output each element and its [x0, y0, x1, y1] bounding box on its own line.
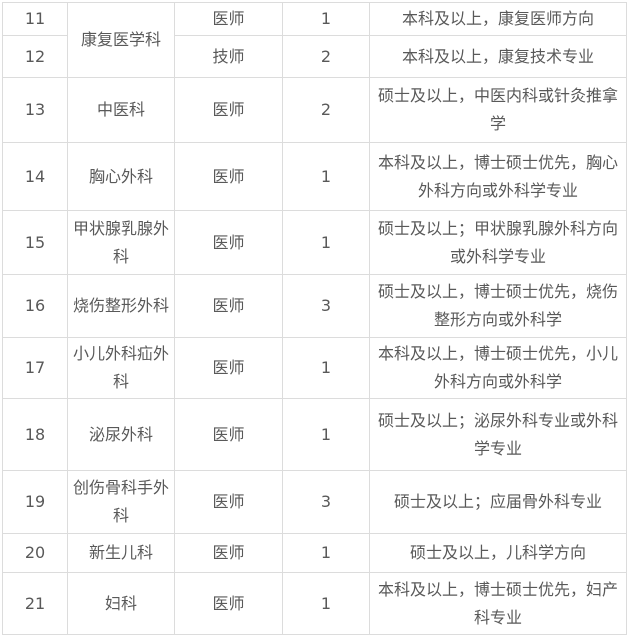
- headcount-cell: 1: [282, 337, 370, 399]
- headcount-cell: 2: [282, 35, 370, 78]
- position-cell: 医师: [174, 274, 283, 338]
- table-row: 18 泌尿外科 医师 1 硕士及以上；泌尿外科专业或外科学专业: [2, 398, 627, 471]
- table-row: 15 甲状腺乳腺外科 医师 1 硕士及以上；甲状腺乳腺外科方向或外科学专业: [2, 210, 627, 275]
- table-row: 16 烧伤整形外科 医师 3 硕士及以上，博士硕士优先，烧伤整形方向或外科学: [2, 274, 627, 338]
- position-cell: 医师: [174, 572, 283, 635]
- table-row: 17 小儿外科疝外科 医师 1 本科及以上，博士硕士优先，小儿外科方向或外科学: [2, 337, 627, 399]
- headcount-cell: 1: [282, 533, 370, 573]
- headcount-cell: 3: [282, 470, 370, 534]
- headcount-cell: 1: [282, 572, 370, 635]
- requirement-cell: 本科及以上，博士硕士优先，小儿外科方向或外科学: [369, 337, 627, 399]
- position-cell: 医师: [174, 337, 283, 399]
- requirement-cell: 硕士及以上；泌尿外科专业或外科学专业: [369, 398, 627, 471]
- table-row: 21 妇科 医师 1 本科及以上，博士硕士优先，妇产科专业: [2, 572, 627, 635]
- department-cell: 泌尿外科: [67, 398, 175, 471]
- department-cell: 小儿外科疝外科: [67, 337, 175, 399]
- headcount-cell: 3: [282, 274, 370, 338]
- seq-cell: 14: [2, 142, 68, 211]
- table-row: 14 胸心外科 医师 1 本科及以上，博士硕士优先，胸心外科方向或外科学专业: [2, 142, 627, 211]
- department-cell: 中医科: [67, 77, 175, 143]
- table-row: 11 康复医学科 医师 1 本科及以上，康复医师方向: [2, 2, 627, 78]
- department-cell: 新生儿科: [67, 533, 175, 573]
- seq-cell: 17: [2, 337, 68, 399]
- department-cell: 甲状腺乳腺外科: [67, 210, 175, 275]
- seq-cell: 13: [2, 77, 68, 143]
- requirement-cell: 硕士及以上，儿科学方向: [369, 533, 627, 573]
- headcount-cell: 1: [282, 142, 370, 211]
- department-cell: 创伤骨科手外科: [67, 470, 175, 534]
- seq-cell: 19: [2, 470, 68, 534]
- seq-cell: 12: [2, 35, 68, 78]
- seq-cell: 20: [2, 533, 68, 573]
- table-row: 19 创伤骨科手外科 医师 3 硕士及以上；应届骨外科专业: [2, 470, 627, 534]
- position-cell: 医师: [174, 2, 283, 36]
- requirement-cell: 本科及以上，康复医师方向: [369, 2, 627, 36]
- seq-cell: 16: [2, 274, 68, 338]
- requirement-cell: 本科及以上，康复技术专业: [369, 35, 627, 78]
- department-cell: 胸心外科: [67, 142, 175, 211]
- requirement-cell: 本科及以上，博士硕士优先，胸心外科方向或外科学专业: [369, 142, 627, 211]
- position-cell: 医师: [174, 398, 283, 471]
- department-cell: 妇科: [67, 572, 175, 635]
- position-cell: 医师: [174, 470, 283, 534]
- department-cell: 康复医学科: [67, 2, 175, 78]
- table-row: 13 中医科 医师 2 硕士及以上，中医内科或针灸推拿学: [2, 77, 627, 143]
- headcount-cell: 2: [282, 77, 370, 143]
- requirement-cell: 硕士及以上；甲状腺乳腺外科方向或外科学专业: [369, 210, 627, 275]
- headcount-cell: 1: [282, 210, 370, 275]
- requirement-cell: 硕士及以上，博士硕士优先，烧伤整形方向或外科学: [369, 274, 627, 338]
- requirement-cell: 硕士及以上；应届骨外科专业: [369, 470, 627, 534]
- requirement-cell: 本科及以上，博士硕士优先，妇产科专业: [369, 572, 627, 635]
- requirement-cell: 硕士及以上，中医内科或针灸推拿学: [369, 77, 627, 143]
- position-cell: 医师: [174, 77, 283, 143]
- headcount-cell: 1: [282, 2, 370, 36]
- seq-cell: 18: [2, 398, 68, 471]
- position-cell: 技师: [174, 35, 283, 78]
- position-cell: 医师: [174, 210, 283, 275]
- seq-cell: 11: [2, 2, 68, 36]
- department-cell: 烧伤整形外科: [67, 274, 175, 338]
- table-row: 20 新生儿科 医师 1 硕士及以上，儿科学方向: [2, 533, 627, 573]
- seq-cell: 15: [2, 210, 68, 275]
- seq-cell: 21: [2, 572, 68, 635]
- position-cell: 医师: [174, 533, 283, 573]
- headcount-cell: 1: [282, 398, 370, 471]
- position-cell: 医师: [174, 142, 283, 211]
